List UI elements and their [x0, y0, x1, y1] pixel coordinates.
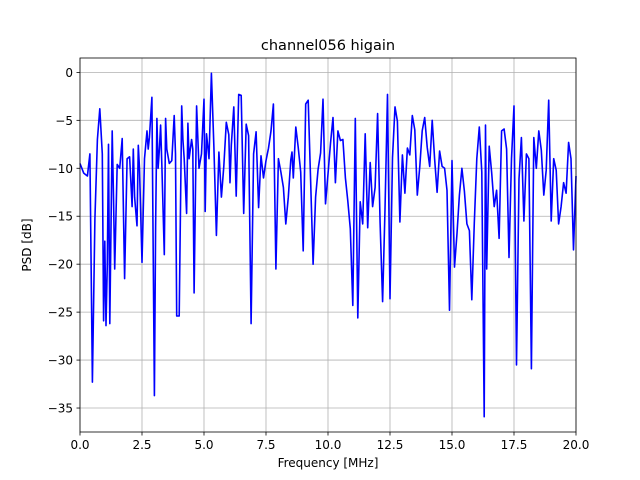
x-axis-ticks: 0.0 2.5 5.0 7.5 10.0 12.5 15.0 17.5 20.0	[70, 432, 589, 452]
y-tick-label: −10	[48, 162, 73, 176]
y-tick-label: −35	[48, 402, 73, 416]
x-tick-label: 10.0	[315, 438, 342, 452]
x-tick-label: 7.5	[256, 438, 275, 452]
x-tick-label: 5.0	[194, 438, 213, 452]
y-tick-label: −15	[48, 210, 73, 224]
x-tick-label: 0.0	[70, 438, 89, 452]
x-tick-label: 12.5	[377, 438, 404, 452]
psd-series-line	[79, 72, 577, 418]
x-axis-label: Frequency [MHz]	[278, 456, 379, 470]
y-tick-label: −20	[48, 258, 73, 272]
x-tick-label: 17.5	[501, 438, 528, 452]
y-tick-label: −25	[48, 306, 73, 320]
x-tick-label: 15.0	[439, 438, 466, 452]
y-tick-label: −5	[55, 114, 73, 128]
chart-title: channel056 higain	[261, 38, 395, 54]
plot-area	[79, 72, 577, 418]
y-axis-label: PSD [dB]	[20, 218, 34, 271]
y-axis-ticks: 0 −5 −10 −15 −20 −25 −30 −35	[48, 66, 80, 416]
x-tick-label: 20.0	[563, 438, 590, 452]
y-tick-label: 0	[65, 66, 73, 80]
y-tick-label: −30	[48, 354, 73, 368]
x-tick-label: 2.5	[132, 438, 151, 452]
